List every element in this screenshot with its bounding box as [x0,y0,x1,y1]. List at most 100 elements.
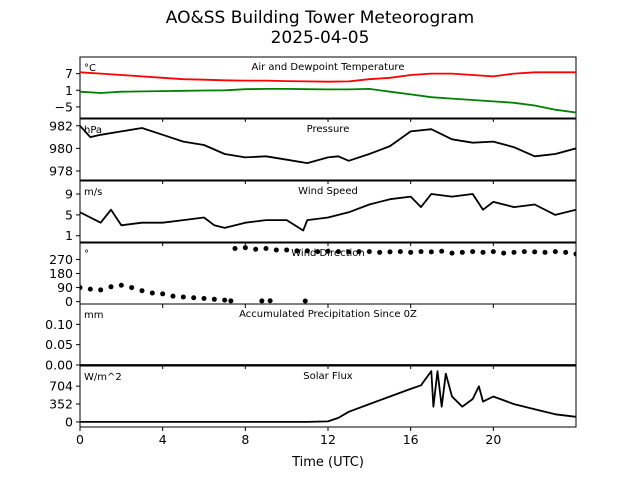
wind_direction-point [149,290,155,296]
wind_direction-point [222,297,228,303]
wind_direction-point [315,249,321,255]
panel-title: Wind Speed [298,186,358,197]
wind_direction-point [191,295,197,301]
panel-0: −51 7 °C Air and Dewpoint Temperature [55,56,577,122]
wind_direction-point [98,287,104,293]
panel-title: Accumulated Precipitation Since 0Z [239,309,417,320]
y-tick-label: 180 [49,266,73,281]
wind_direction-point [377,249,383,255]
wind_direction-point [170,293,176,299]
y-tick-label: 270 [49,252,73,267]
chart-title: AO&SS Building Tower Meteorogram [165,8,475,28]
panel-title: Pressure [307,124,350,135]
wind_direction-point [263,245,269,251]
x-tick-label: 16 [403,432,419,447]
wind_direction-point [139,288,145,294]
y-tick-label: 1 [65,83,73,98]
x-tick-label: 0 [76,432,84,447]
pressure-line [80,125,576,165]
x-tick-label: 8 [241,432,249,447]
wind_direction-point [304,248,310,254]
wind_direction-point [129,285,135,291]
temperature-line [80,71,576,83]
wind_direction-point [259,298,265,304]
y-tick-label: 352 [49,397,73,412]
wind_direction-point [108,284,114,290]
wind_direction-point [387,249,393,255]
wind_direction-point [532,249,538,255]
y-tick-label: 7 [65,66,73,81]
wind_direction-point [180,294,186,300]
unit-label: °C [84,63,96,74]
wind_direction-point [490,249,496,255]
unit-label: ° [84,249,89,260]
solar_flux-line [80,370,576,423]
wind_direction-point [232,245,238,251]
chart-subtitle: 2025-04-05 [270,28,370,48]
y-tick-label: 980 [49,141,73,156]
x-tick-label: 20 [485,432,501,447]
wind_direction-point [501,250,507,256]
unit-label: m/s [84,187,102,198]
wind_direction-point [480,249,486,255]
panel-title: Solar Flux [303,371,353,382]
x-tick-label: 4 [159,432,167,447]
wind_direction-point [242,245,248,251]
wind_direction-point [408,249,414,255]
wind_direction-point [325,248,331,254]
y-tick-label: 0 [65,294,73,309]
wind_direction-point [284,247,290,253]
x-tick-label: 12 [320,432,336,447]
y-tick-label: 1 [65,228,73,243]
wind_direction-point [449,250,455,256]
wind_direction-point [428,249,434,255]
panel-4: 0.00 0.05 0.10 mm Accumulated Precipitation … [45,303,577,373]
wind_speed-line [80,193,576,232]
wind_direction-point [273,247,279,253]
panel-1: 978 980 982 hPa Pressure [49,118,577,184]
wind_direction-point [267,298,273,304]
unit-label: hPa [84,125,102,136]
wind_direction-point [397,249,403,255]
y-tick-label: 5 [65,207,73,222]
unit-label: W/m^2 [84,372,122,383]
wind_direction-point [563,249,569,255]
wind_direction-point [160,291,166,297]
wind_direction-point [211,296,217,302]
wind_direction-point [418,249,424,255]
wind_direction-point [542,249,548,255]
y-tick-label: 0 [65,414,73,429]
wind_direction-point [346,249,352,255]
panel-2: 1 5 9 m/s Wind Speed [65,180,577,246]
wind_direction-point [366,249,372,255]
panel-title: Wind Direction [291,248,365,259]
wind_direction-point [573,251,576,257]
y-tick-label: 0.10 [45,317,73,332]
y-tick-label: 90 [57,280,73,295]
wind_direction-point [335,249,341,255]
wind_direction-point [253,246,259,252]
wind_direction-point [228,298,234,304]
y-tick-label: 9 [65,187,73,202]
panel-5: 0 352 704 W/m^2 Solar Flux [49,365,577,431]
wind_direction-point [459,249,465,255]
wind_direction-point [439,248,445,254]
wind_direction-point [302,298,308,304]
y-tick-label: 978 [49,163,73,178]
x-axis-label: Time (UTC) [291,455,364,470]
wind_direction-points [80,245,576,304]
wind_direction-point [80,285,83,291]
wind_direction-point [294,248,300,254]
unit-label: mm [84,310,103,321]
wind_direction-point [552,249,558,255]
y-tick-label: −5 [55,99,73,114]
wind_direction-point [470,249,476,255]
wind_direction-point [201,296,207,302]
wind_direction-point [87,286,93,292]
wind_direction-point [521,249,527,255]
wind_direction-point [511,249,517,255]
wind_direction-point [118,282,124,288]
dewpoint-line [80,88,576,114]
y-tick-label: 704 [49,379,73,394]
